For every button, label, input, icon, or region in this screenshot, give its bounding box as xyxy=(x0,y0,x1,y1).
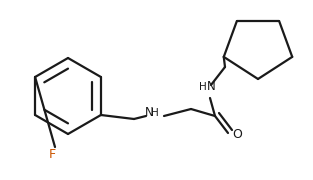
Text: F: F xyxy=(49,148,56,161)
Text: N: N xyxy=(145,107,153,120)
Text: H: H xyxy=(151,108,159,118)
Text: H: H xyxy=(199,82,207,92)
Text: N: N xyxy=(207,80,215,93)
Text: O: O xyxy=(232,129,242,141)
